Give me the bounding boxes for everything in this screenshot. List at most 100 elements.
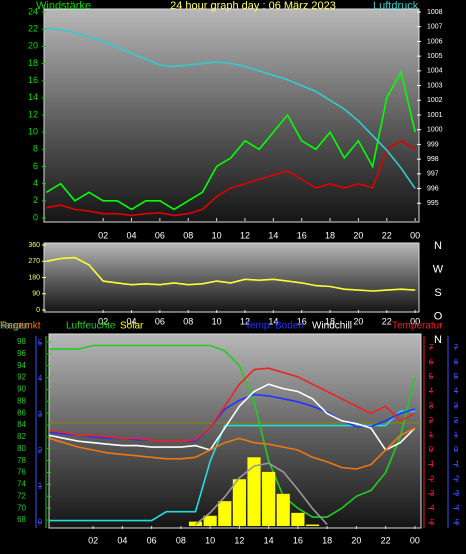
y-tick-label: -4	[427, 504, 435, 513]
y-tick-label: 3	[454, 401, 459, 410]
x-tick-label: 10	[212, 230, 222, 240]
x-tick-label: 22	[382, 230, 392, 240]
y-tick-label: 4	[33, 178, 38, 188]
panel-frame	[43, 8, 420, 223]
x-tick-label: 20	[351, 535, 361, 545]
y-tick-label: 4	[454, 387, 459, 396]
x-tick-label: 02	[88, 535, 98, 545]
x-tick-label: 04	[117, 535, 127, 545]
y-tick-label: 7	[454, 343, 459, 352]
y-tick-label: -4	[452, 504, 460, 513]
y-tick-label: 1006	[427, 38, 443, 45]
y-tick-label: -5	[452, 518, 460, 527]
y-tick-label: 0	[38, 518, 43, 527]
series-line	[49, 427, 416, 470]
x-tick-label: 10	[212, 316, 222, 326]
y-tick-label: 86	[17, 408, 26, 417]
x-tick-label: 02	[98, 316, 108, 326]
y-tick-label: 20	[28, 41, 38, 51]
y-tick-label: 2	[38, 446, 43, 455]
y-tick-label: -1	[452, 460, 460, 469]
series-line	[46, 139, 416, 217]
y-tick-label: 84	[17, 420, 26, 429]
x-tick-label: 18	[325, 230, 335, 240]
x-tick-label: 08	[183, 316, 193, 326]
x-tick-label: 14	[268, 316, 278, 326]
y-tick-label: 92	[17, 373, 26, 382]
compass-label: N	[434, 334, 442, 346]
x-tick-label: 06	[155, 230, 165, 240]
x-tick-label: 04	[127, 230, 137, 240]
y-tick-label: 1001	[427, 112, 443, 119]
y-tick-label: 0	[33, 212, 38, 222]
y-tick-label: 5	[38, 338, 43, 347]
bar	[262, 471, 276, 526]
y-tick-label: 80	[17, 444, 26, 453]
compass-label: N	[434, 240, 442, 252]
x-tick-label: 16	[297, 230, 307, 240]
y-tick-label: 1	[454, 430, 459, 439]
y-tick-label: 82	[17, 432, 26, 441]
y-tick-label: 360	[28, 242, 40, 249]
y-tick-label: 78	[17, 456, 26, 465]
y-tick-label: -5	[427, 518, 435, 527]
y-tick-label: 5	[429, 372, 434, 381]
bar	[305, 524, 320, 526]
y-tick-label: 1003	[427, 82, 443, 89]
x-tick-label: 00	[410, 230, 420, 240]
y-tick-label: 1005	[427, 53, 443, 60]
y-tick-label: 16	[28, 75, 38, 85]
compass-label: S	[434, 287, 441, 299]
y-tick-label: 0	[454, 445, 459, 454]
y-tick-label: 1	[429, 430, 434, 439]
compass-label: O	[434, 310, 443, 322]
bar	[218, 501, 232, 526]
y-tick-label: 4	[38, 374, 43, 383]
legend-label: Temperatur	[392, 321, 443, 332]
series-line	[49, 367, 416, 442]
legend-label: Taupunkt	[0, 321, 41, 332]
y-tick-label: 90	[17, 385, 26, 394]
x-tick-label: 16	[297, 316, 307, 326]
y-tick-label: 1002	[427, 97, 443, 104]
legend-label: Regen	[0, 321, 29, 332]
bar	[232, 479, 246, 526]
legend-label: Solar	[120, 321, 144, 332]
y-tick-label: 90	[32, 291, 40, 298]
series-line	[46, 27, 416, 190]
series-line	[194, 462, 328, 526]
y-tick-label: 6	[429, 357, 434, 366]
y-tick-label: 7	[429, 343, 434, 352]
compass-label: W	[433, 263, 444, 275]
y-tick-label: 94	[17, 361, 26, 370]
x-tick-label: 12	[240, 230, 250, 240]
y-tick-label: 3	[429, 401, 434, 410]
x-tick-label: 18	[325, 316, 335, 326]
y-tick-label: 0	[429, 445, 434, 454]
y-tick-label: -2	[452, 474, 460, 483]
y-tick-label: 76	[17, 468, 26, 477]
y-tick-label: 24	[28, 6, 38, 16]
y-axis-label: Windstärke	[36, 0, 91, 12]
y-tick-label: 2	[429, 416, 434, 425]
legend-label: Windchill	[312, 321, 352, 332]
x-tick-label: 06	[155, 316, 165, 326]
y-tick-label: 998	[427, 156, 439, 163]
y-tick-label: 6	[454, 357, 459, 366]
y-tick-label: 180	[28, 274, 40, 281]
y-tick-label: 18	[28, 58, 38, 68]
y-tick-label: 98	[17, 337, 26, 346]
x-tick-label: 12	[240, 316, 250, 326]
series-line	[49, 344, 416, 518]
x-tick-label: 00	[410, 316, 420, 326]
x-tick-label: 10	[205, 535, 215, 545]
y-tick-label: 1007	[427, 24, 443, 31]
y-tick-label: 70	[17, 503, 26, 512]
y-tick-label: 12	[28, 109, 38, 119]
y-tick-label: -1	[427, 460, 435, 469]
y-tick-label: 14	[28, 92, 38, 102]
y-tick-label: 997	[427, 171, 439, 178]
y-tick-label: -2	[427, 474, 435, 483]
y-tick-label: 996	[427, 185, 439, 192]
x-tick-label: 14	[264, 535, 274, 545]
